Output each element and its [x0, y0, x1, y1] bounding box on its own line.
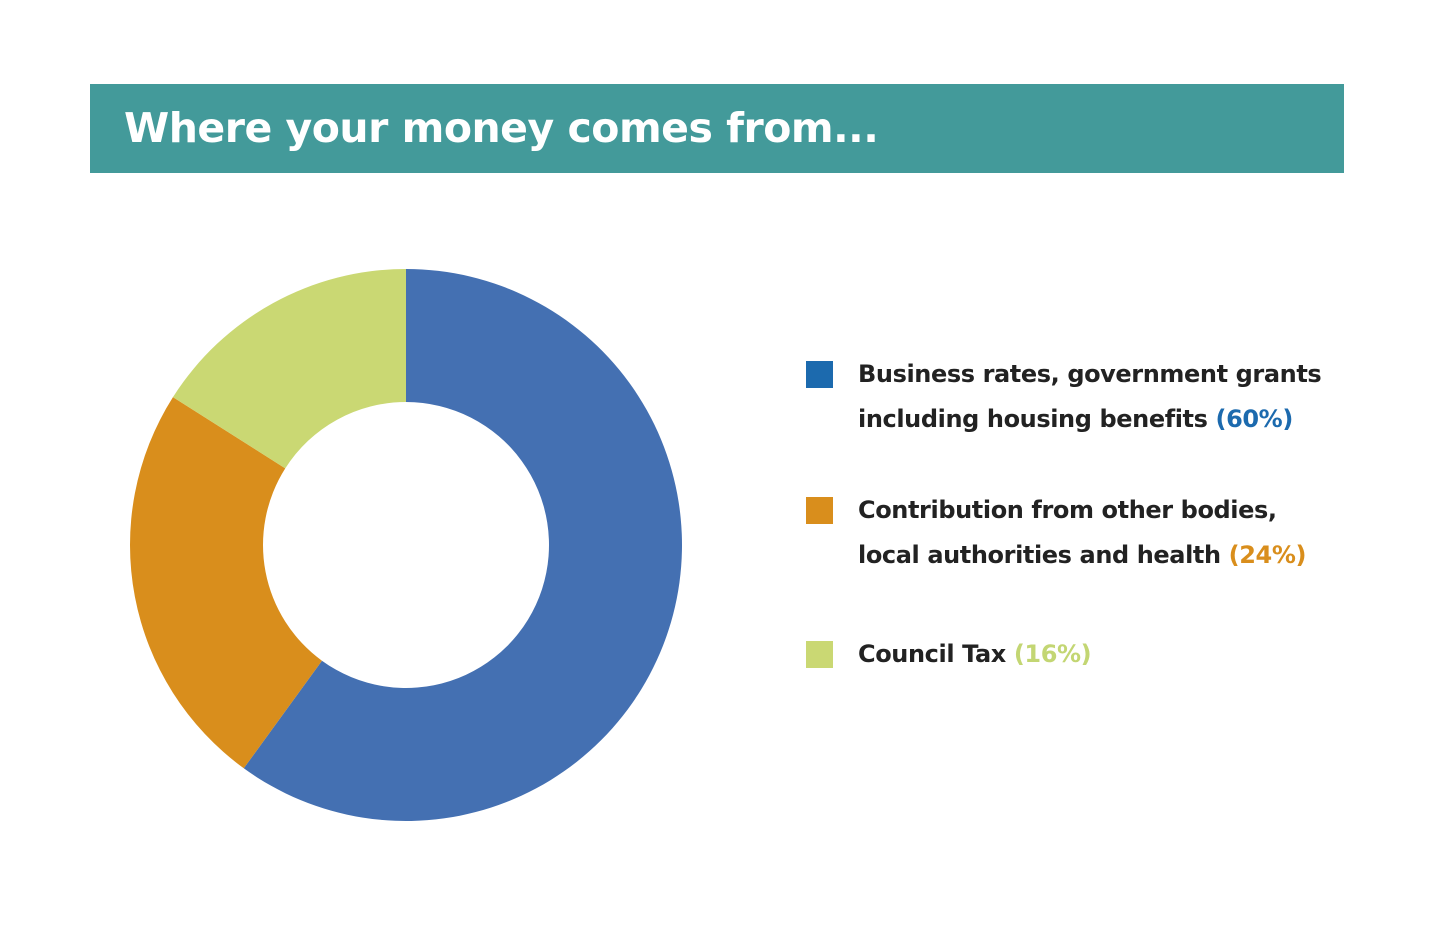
legend-swatch-council-tax [806, 641, 833, 668]
donut-slice-contribution [130, 397, 322, 769]
donut-slice-council-tax [172, 269, 406, 469]
page-title: Where your money comes from... [124, 104, 879, 152]
legend-percent: (60%) [1215, 405, 1294, 433]
legend-label-line2: local authorities and health [858, 541, 1221, 569]
legend-swatch-business-rates [806, 361, 833, 388]
legend-label-line-wrap: Council Tax (16%) [858, 632, 1378, 677]
legend-label-contribution: Contribution from other bodies, local au… [858, 488, 1378, 578]
legend-label-line2-wrap: including housing benefits (60%) [858, 397, 1378, 442]
donut-slice-business-rates [243, 269, 682, 822]
legend-label-council-tax: Council Tax (16%) [858, 632, 1378, 677]
legend-label-line1: Contribution from other bodies, [858, 496, 1277, 524]
title-banner: Where your money comes from... [90, 84, 1344, 173]
legend-label-line2-wrap: local authorities and health (24%) [858, 533, 1378, 578]
legend-label-line2: including housing benefits [858, 405, 1208, 433]
legend-label-line1: Council Tax [858, 640, 1006, 668]
legend-percent: (24%) [1228, 541, 1307, 569]
legend-label-business-rates: Business rates, government grants includ… [858, 352, 1378, 442]
legend-swatch-contribution [806, 497, 833, 524]
legend-percent: (16%) [1013, 640, 1092, 668]
legend-label-line1: Business rates, government grants [858, 360, 1322, 388]
